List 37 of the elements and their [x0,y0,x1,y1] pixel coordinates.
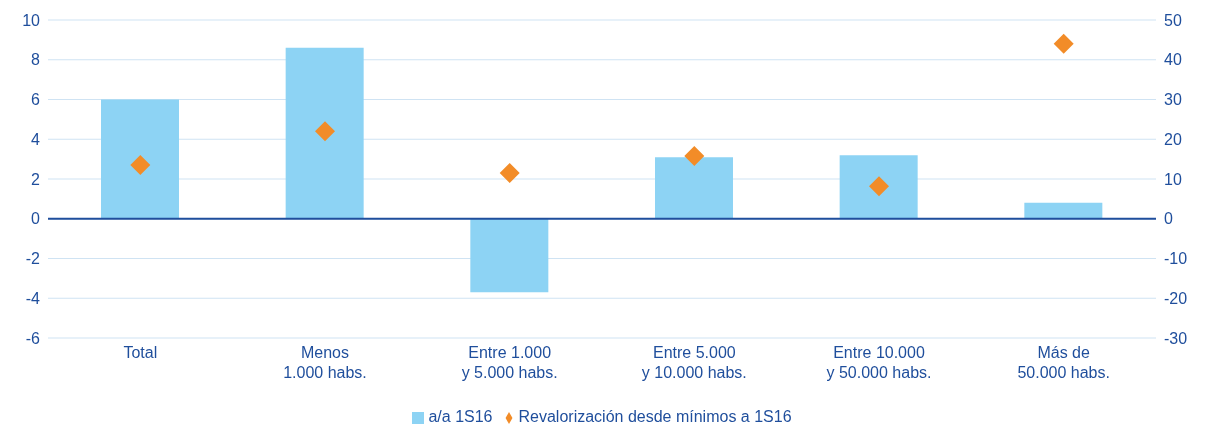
x-tick-label: Entre 10.000 y 50.000 habs. [826,344,932,381]
x-tick-label: Menos 1.000 habs. [283,344,367,381]
y2-tick-label: -20 [1164,289,1188,307]
y-tick-label: -6 [25,329,41,347]
bar [285,47,364,219]
y2-tick-label: 50 [1164,11,1182,29]
y-tick-label: 0 [31,210,41,228]
point [499,163,520,184]
y2-tick-label: 40 [1164,51,1182,69]
y-tick-label: 8 [31,51,41,69]
y2-tick-label: 0 [1164,210,1173,228]
y-tick-label: 2 [31,170,41,188]
y2-tick-label: 10 [1164,170,1182,188]
point [1053,33,1074,54]
point [130,155,151,176]
x-tick-label: Entre 5.000 y 10.000 habs. [641,344,747,381]
bar [470,218,549,293]
y-tick-label: -4 [25,289,41,307]
bar [655,157,733,219]
point [684,145,705,166]
y2-tick-label: -30 [1164,329,1188,347]
bar [839,155,918,219]
x-tick-label: Total [123,344,158,361]
bar [1024,202,1103,219]
y2-tick-label: 20 [1164,130,1182,148]
bar [101,99,179,219]
x-tick-label: Entre 1.000 y 5.000 habs. [461,344,558,381]
y2-tick-label: 30 [1164,91,1182,109]
y-tick-label: -2 [25,250,41,268]
legend-label: a/a 1S16 [428,408,493,425]
legend-label: Revalorización desde mínimos a 1S16 [518,408,792,425]
y-tick-label: 4 [31,130,41,148]
y2-tick-label: -10 [1164,250,1188,268]
y-tick-label: 6 [31,91,41,109]
y-tick-label: 10 [22,11,41,29]
x-tick-label: Más de 50.000 habs. [1017,344,1110,381]
point [315,121,335,142]
